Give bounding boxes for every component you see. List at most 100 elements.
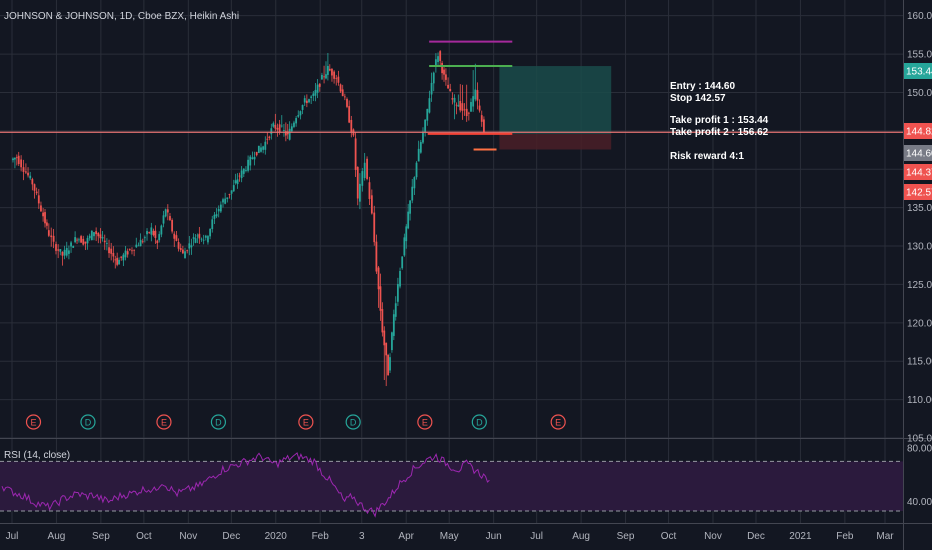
- candle-body: [411, 186, 414, 201]
- take-profit-zone: [499, 66, 612, 134]
- price-badge-label: 144.60: [906, 149, 932, 160]
- candle-body: [286, 131, 289, 135]
- candle-body: [29, 175, 32, 179]
- candle-body: [453, 97, 456, 103]
- candle-body: [331, 68, 333, 76]
- candle-body: [278, 124, 281, 133]
- candle-body: [470, 102, 472, 112]
- candle-body: [37, 195, 40, 204]
- price-tick-label: 105.00: [907, 434, 932, 445]
- candle-body: [148, 232, 151, 233]
- candle-body: [226, 197, 229, 200]
- candle-body: [424, 119, 427, 132]
- candle-body: [377, 267, 380, 290]
- candle-body: [110, 248, 113, 254]
- candle-body: [194, 238, 197, 243]
- candle-body: [293, 122, 295, 127]
- candle-body: [385, 342, 388, 356]
- time-tick-label: Dec: [222, 531, 240, 542]
- candle-body: [325, 74, 327, 79]
- candle-body: [116, 257, 119, 265]
- candle-body: [430, 82, 433, 95]
- price-tick-label: 160.00: [907, 11, 932, 22]
- candle-body: [128, 248, 131, 250]
- candle-body: [356, 166, 359, 199]
- candle-body: [310, 96, 313, 98]
- candle-body: [76, 239, 78, 241]
- candle-body: [318, 83, 321, 87]
- candle-body: [363, 162, 366, 179]
- candle-body: [312, 93, 315, 97]
- candle-body: [403, 237, 406, 256]
- candle-body: [99, 234, 102, 239]
- event-marker-label: D: [350, 418, 357, 428]
- candle-body: [20, 159, 23, 168]
- rsi-tick-label: 40.00: [907, 497, 932, 508]
- candle-body: [84, 241, 87, 244]
- candle-body: [150, 227, 153, 235]
- candle-body: [274, 124, 277, 129]
- candle-body: [354, 138, 357, 170]
- candle-body: [350, 119, 353, 132]
- time-tick-label: May: [440, 531, 459, 542]
- time-tick-label: Aug: [572, 531, 590, 542]
- time-tick-label: Aug: [48, 531, 66, 542]
- candle-body: [445, 74, 447, 80]
- time-tick-label: Sep: [92, 531, 110, 542]
- candle-body: [156, 240, 159, 244]
- candle-body: [158, 234, 161, 241]
- candle-body: [303, 98, 306, 103]
- candle-body: [447, 84, 449, 89]
- candle-body: [47, 230, 50, 236]
- event-marker-label: E: [555, 418, 561, 428]
- candle-body: [198, 233, 201, 239]
- candle-body: [432, 72, 435, 84]
- position-zones: [499, 66, 612, 150]
- candle-body: [207, 236, 209, 243]
- rsi-band: [0, 461, 903, 511]
- candle-body: [211, 219, 214, 230]
- candle-body: [200, 238, 203, 240]
- candle-body: [283, 130, 285, 131]
- candle-body: [257, 145, 260, 153]
- candle-body: [284, 131, 287, 136]
- candle-body: [190, 245, 193, 248]
- candle-body: [326, 66, 329, 75]
- price-tick-label: 135.00: [907, 203, 932, 214]
- candle-body: [33, 184, 36, 191]
- candle-body: [301, 105, 304, 110]
- price-tick-label: 130.00: [907, 242, 932, 253]
- candle-body: [337, 76, 340, 83]
- time-tick-label: Jul: [530, 531, 543, 542]
- candle-body: [426, 108, 429, 121]
- dividend-marker: [210, 414, 227, 430]
- candle-body: [35, 191, 38, 194]
- candle-body: [396, 284, 399, 302]
- price-badge: [904, 123, 932, 139]
- candle-body: [451, 98, 454, 100]
- rsi-label: RSI (14, close): [4, 450, 70, 461]
- candle-body: [50, 235, 53, 238]
- candle-body: [321, 74, 323, 80]
- time-tick-label: Sep: [617, 531, 635, 542]
- candle-body: [179, 248, 182, 251]
- candle-body: [399, 271, 401, 287]
- candle-body: [272, 123, 275, 127]
- candle-body: [192, 237, 195, 239]
- candle-body: [112, 252, 115, 257]
- candle-body: [133, 249, 136, 251]
- price-badge: [904, 164, 932, 180]
- candle-body: [240, 170, 243, 179]
- candle-body: [57, 249, 60, 251]
- candle-body: [392, 314, 395, 336]
- candle-body: [131, 250, 133, 252]
- candle-body: [238, 175, 241, 177]
- candle-body: [44, 212, 46, 224]
- candle-body: [389, 357, 391, 371]
- time-tick-label: Apr: [398, 531, 414, 542]
- candle-body: [154, 230, 157, 238]
- candle-body: [247, 159, 249, 171]
- candle-body: [15, 157, 18, 159]
